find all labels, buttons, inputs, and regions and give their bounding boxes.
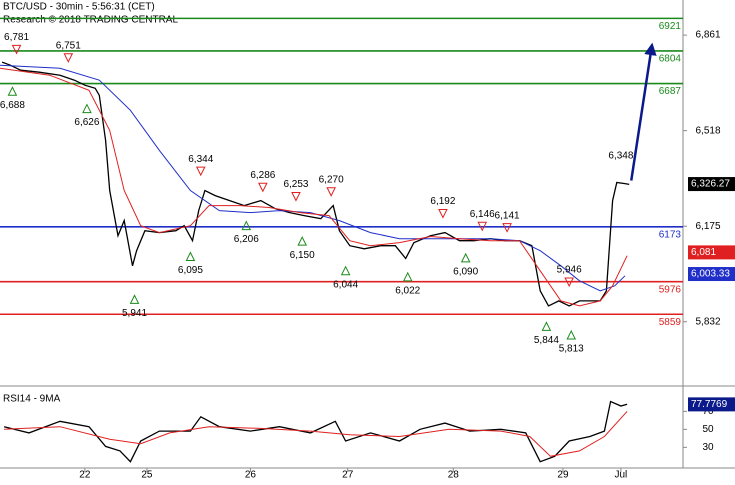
high-marker (258, 182, 268, 193)
high-label: 6,344 (188, 154, 213, 165)
y-tick-label: 6,175 (695, 221, 720, 232)
series-line (0, 67, 628, 307)
low-label: 6,150 (290, 250, 315, 261)
last-value-box (688, 397, 735, 412)
low-marker (185, 251, 196, 261)
level-label: 5859 (659, 317, 682, 328)
y-tick-label: 50 (702, 424, 714, 435)
high-label: 6,192 (430, 196, 455, 207)
high-label: 6,270 (319, 174, 344, 185)
low-label: 6,095 (178, 265, 203, 276)
high-label: 6,253 (283, 179, 308, 190)
last-value-label: 6,003.33 (691, 269, 730, 280)
low-marker (541, 321, 552, 331)
last-value-label: 77.7769 (691, 399, 728, 410)
high-marker (195, 166, 206, 177)
y-tick-label: 6,861 (695, 30, 720, 41)
high-label: 6,751 (56, 40, 81, 51)
x-tick-label: Jul (615, 470, 628, 480)
level-label: 6921 (659, 21, 682, 32)
high-marker (63, 53, 74, 63)
low-label: 5,813 (559, 344, 584, 355)
x-tick-label: 28 (448, 470, 460, 480)
panel-title: RSI14 - 9MA (3, 394, 61, 405)
last-value-box (688, 245, 735, 260)
high-marker (11, 44, 22, 55)
low-marker (241, 220, 252, 231)
high-marker (477, 221, 488, 232)
low-label: 5,941 (122, 308, 147, 319)
high-label: 5,946 (557, 265, 582, 276)
last-value-box (688, 177, 735, 192)
low-marker (402, 271, 413, 282)
last-value-label: 6,081 (691, 247, 716, 258)
series-line (0, 64, 626, 292)
y-tick-label: 70 (702, 406, 714, 417)
level-label: 5976 (659, 284, 682, 295)
chart-subtitle: Research © 2018 TRADING CENTRAL (3, 15, 178, 26)
high-label: 6,146 (470, 209, 495, 220)
x-tick-label: 26 (245, 470, 257, 480)
level-label: 6173 (659, 229, 682, 240)
series-line (3, 400, 628, 463)
level-label: 6687 (659, 86, 682, 97)
forecast-arrow (630, 42, 657, 181)
low-marker (566, 329, 577, 340)
low-marker (129, 294, 140, 304)
low-marker (460, 252, 471, 263)
series-line (1, 61, 630, 307)
last-value-label: 6,326.27 (691, 179, 730, 190)
level-label: 6804 (659, 54, 682, 65)
high-marker (564, 277, 574, 288)
high-label: 6,286 (250, 170, 275, 181)
y-tick-label: 30 (702, 442, 714, 453)
high-marker (502, 223, 512, 233)
low-label: 6,688 (0, 100, 25, 111)
low-label: 6,044 (333, 279, 358, 290)
high-label: 6,141 (495, 210, 520, 221)
high-marker (326, 187, 336, 197)
high-label: 6,781 (4, 32, 29, 43)
chart-title: BTC/USD - 30min - 5:56:31 (CET) (3, 2, 155, 13)
low-label: 5,844 (534, 335, 559, 346)
low-label: 6,022 (395, 285, 420, 296)
high-marker (438, 208, 448, 219)
high-marker (291, 191, 301, 202)
last-value-box (688, 267, 735, 282)
series-line (4, 411, 628, 457)
low-marker (7, 86, 18, 96)
y-tick-label: 6,518 (695, 125, 720, 136)
low-label: 6,626 (74, 117, 99, 128)
y-tick-label: 5,832 (695, 316, 720, 327)
low-marker (297, 236, 307, 246)
x-tick-label: 22 (79, 470, 91, 480)
x-tick-label: 29 (557, 470, 569, 480)
low-label: 6,206 (234, 234, 259, 245)
low-label: 6,090 (453, 267, 478, 278)
x-tick-label: 27 (342, 470, 354, 480)
low-marker (82, 103, 92, 114)
low-marker (340, 265, 351, 276)
x-tick-label: 25 (141, 470, 153, 480)
peak-label: 6,348 (608, 151, 633, 162)
